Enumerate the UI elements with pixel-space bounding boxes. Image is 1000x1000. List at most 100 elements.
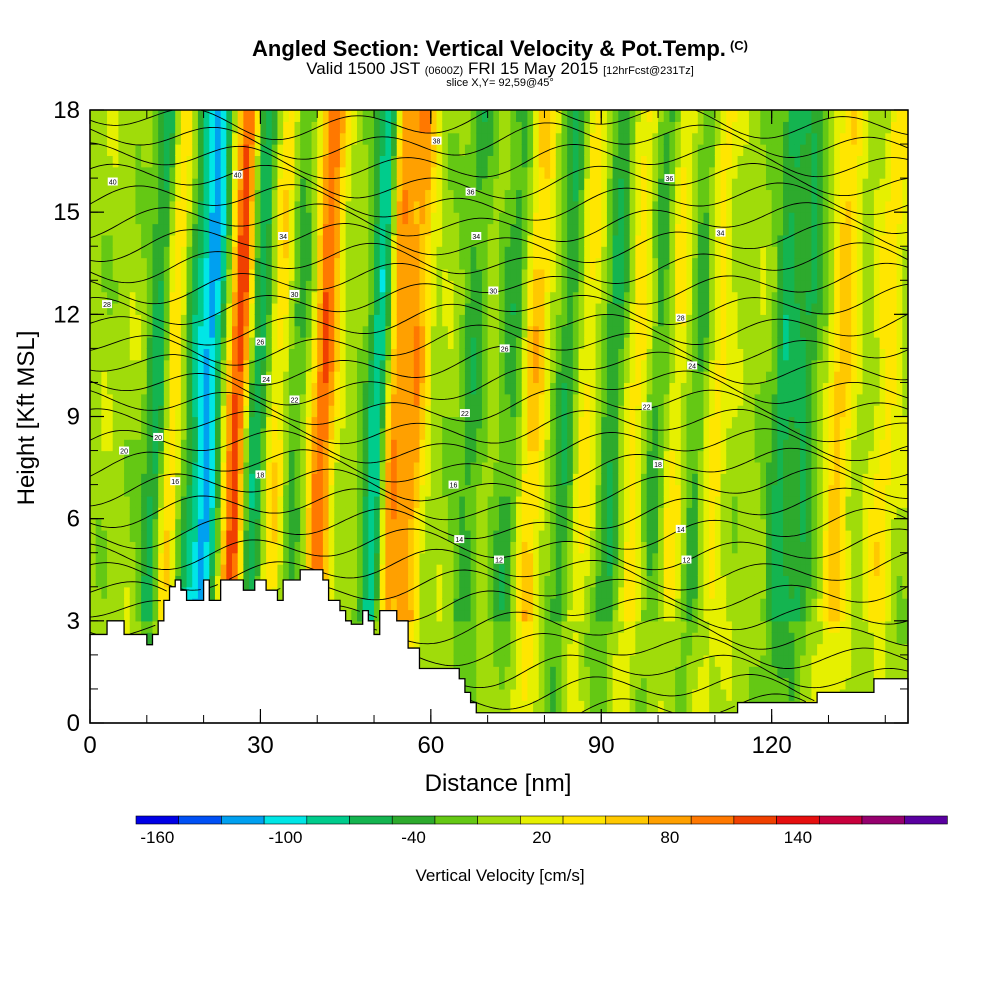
heatmap-cell: [175, 518, 182, 531]
heatmap-cell: [476, 325, 483, 338]
heatmap-cell: [152, 234, 159, 247]
heatmap-cell: [476, 427, 483, 440]
heatmap-cell: [311, 223, 318, 236]
heatmap-cell: [413, 325, 421, 338]
heatmap-cell: [430, 223, 438, 236]
heatmap-cell: [152, 484, 159, 497]
heatmap-cell: [243, 552, 250, 565]
heatmap-cell: [197, 291, 205, 304]
heatmap-cell: [317, 121, 324, 134]
heatmap-cell: [129, 564, 137, 577]
heatmap-cell: [209, 337, 216, 349]
heatmap-cell: [368, 564, 375, 577]
heatmap-cell: [550, 291, 557, 304]
heatmap-cell: [396, 359, 404, 372]
heatmap-cell: [163, 166, 171, 179]
heatmap-cell: [374, 121, 381, 134]
heatmap-cell: [169, 337, 176, 349]
heatmap-cell: [294, 461, 301, 474]
heatmap-cell: [317, 314, 324, 327]
heatmap-cell: [601, 518, 608, 531]
heatmap-cell: [328, 212, 335, 225]
heatmap-cell: [175, 495, 182, 508]
heatmap-cell: [260, 223, 267, 236]
heatmap-cell: [294, 530, 301, 542]
heatmap-cell: [101, 461, 108, 474]
heatmap-cell: [555, 144, 563, 157]
heatmap-cell: [453, 382, 460, 395]
heatmap-cell: [464, 314, 472, 327]
heatmap-cell: [516, 257, 523, 270]
heatmap-cell: [90, 586, 97, 599]
heatmap-cell: [351, 541, 358, 554]
heatmap-cell: [374, 586, 381, 599]
heatmap-cell: [322, 382, 330, 395]
heatmap-cell: [277, 212, 284, 225]
heatmap-cell: [169, 200, 176, 213]
heatmap-cell: [271, 132, 279, 145]
heatmap-cell: [345, 598, 352, 611]
heatmap-cell: [135, 427, 142, 440]
heatmap-cell: [237, 257, 244, 270]
heatmap-cell: [283, 405, 290, 418]
heatmap-cell: [141, 609, 148, 622]
heatmap-cell: [504, 609, 511, 622]
heatmap-cell: [101, 609, 108, 622]
heatmap-cell: [95, 518, 102, 531]
heatmap-cell: [112, 121, 119, 134]
heatmap-cell: [550, 620, 557, 633]
heatmap-cell: [339, 257, 347, 270]
heatmap-cell: [572, 212, 580, 225]
heatmap-cell: [135, 325, 142, 338]
heatmap-cell: [527, 166, 534, 179]
heatmap-cell: [493, 178, 500, 191]
heatmap-cell: [589, 189, 597, 202]
heatmap-cell: [294, 166, 301, 179]
heatmap-cell: [158, 132, 165, 145]
heatmap-cell: [584, 620, 591, 633]
heatmap-cell: [129, 314, 137, 327]
heatmap-cell: [101, 110, 108, 122]
heatmap-cell: [544, 666, 551, 679]
heatmap-cell: [260, 552, 267, 565]
heatmap-cell: [476, 416, 483, 429]
heatmap-cell: [317, 450, 324, 463]
heatmap-cell: [487, 666, 494, 679]
heatmap-cell: [538, 325, 546, 338]
heatmap-cell: [283, 166, 290, 179]
heatmap-cell: [197, 371, 205, 384]
heatmap-cell: [442, 223, 449, 236]
heatmap-cell: [385, 257, 392, 270]
heatmap-cell: [595, 178, 602, 191]
heatmap-cell: [413, 609, 421, 622]
heatmap-cell: [589, 212, 597, 225]
heatmap-cell: [606, 246, 614, 259]
heatmap-cell: [129, 530, 137, 542]
heatmap-cell: [499, 677, 506, 690]
heatmap-cell: [470, 666, 477, 679]
heatmap-cell: [249, 495, 256, 508]
heatmap-cell: [464, 484, 472, 497]
heatmap-cell: [243, 178, 250, 191]
heatmap-cell: [135, 121, 142, 134]
heatmap-cell: [612, 495, 619, 508]
heatmap-cell: [180, 212, 188, 225]
heatmap-cell: [544, 677, 551, 690]
heatmap-cell: [459, 654, 466, 667]
heatmap-cell: [305, 280, 313, 293]
heatmap-cell: [356, 564, 364, 577]
heatmap-cell: [368, 155, 375, 168]
heatmap-cell: [368, 461, 375, 474]
heatmap-cell: [402, 405, 409, 418]
heatmap-cell: [499, 155, 506, 168]
heatmap-cell: [459, 393, 466, 406]
heatmap-cell: [499, 246, 506, 259]
heatmap-cell: [385, 121, 392, 134]
heatmap-cell: [112, 564, 119, 577]
heatmap-cell: [243, 439, 250, 452]
heatmap-cell: [391, 461, 398, 474]
heatmap-cell: [368, 200, 375, 213]
heatmap-cell: [129, 393, 137, 406]
heatmap-cell: [374, 212, 381, 225]
heatmap-cell: [368, 473, 375, 486]
